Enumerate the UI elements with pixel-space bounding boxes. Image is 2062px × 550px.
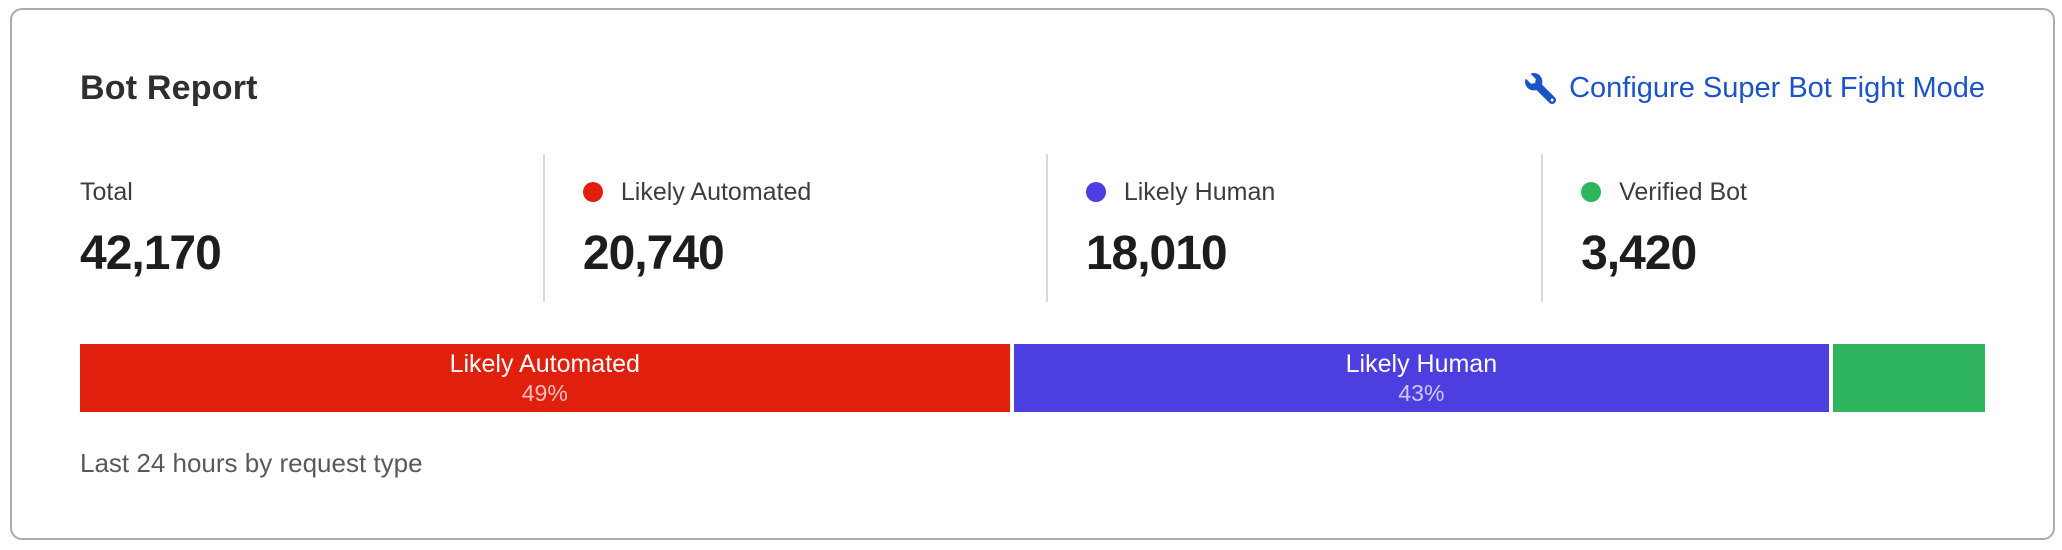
configure-super-bot-fight-mode-link[interactable]: Configure Super Bot Fight Mode [1525,72,1985,105]
stat-verified-bot-value: 3,420 [1581,227,1697,280]
stat-likely-automated: Likely Automated 20,740 [542,154,1046,302]
stat-likely-automated-label: Likely Automated [620,177,812,206]
stat-total-label: Total [80,177,133,206]
stat-likely-human-label: Likely Human [1123,177,1276,206]
likely-human-segment-percent: 43% [1398,380,1445,406]
stat-total: Total 42,170 [80,154,543,302]
likely-human-segment: Likely Human 43% [1013,344,1830,412]
likely-automated-segment-percent: 49% [521,380,568,406]
verified-bot-dot-icon [1581,182,1602,202]
stat-likely-automated-value: 20,740 [582,227,725,280]
likely-automated-segment: Likely Automated 49% [80,344,1010,412]
wrench-icon [1525,72,1557,104]
bot-report-card: Bot Report Configure Super Bot Fight Mod… [10,8,2055,540]
verified-bot-segment [1833,344,1985,412]
likely-human-segment-label: Likely Human [1345,350,1498,378]
stat-total-value: 42,170 [80,227,222,280]
stat-verified-bot: Verified Bot 3,420 [1541,154,1985,302]
configure-link-label: Configure Super Bot Fight Mode [1569,71,1985,104]
request-distribution-bar: Likely Automated 49% Likely Human 43% [80,344,1985,412]
time-range-caption: Last 24 hours by request type [80,448,423,478]
card-title: Bot Report [80,68,258,107]
likely-automated-dot-icon [582,182,603,202]
card-header: Bot Report Configure Super Bot Fight Mod… [80,66,1985,110]
likely-human-dot-icon [1085,182,1106,202]
stats-row: Total 42,170 Likely Automated 20,740 Lik… [80,154,1985,302]
stat-likely-human: Likely Human 18,010 [1045,154,1541,302]
stat-likely-human-value: 18,010 [1085,227,1228,280]
stat-verified-bot-label: Verified Bot [1619,177,1747,206]
likely-automated-segment-label: Likely Automated [449,350,640,378]
